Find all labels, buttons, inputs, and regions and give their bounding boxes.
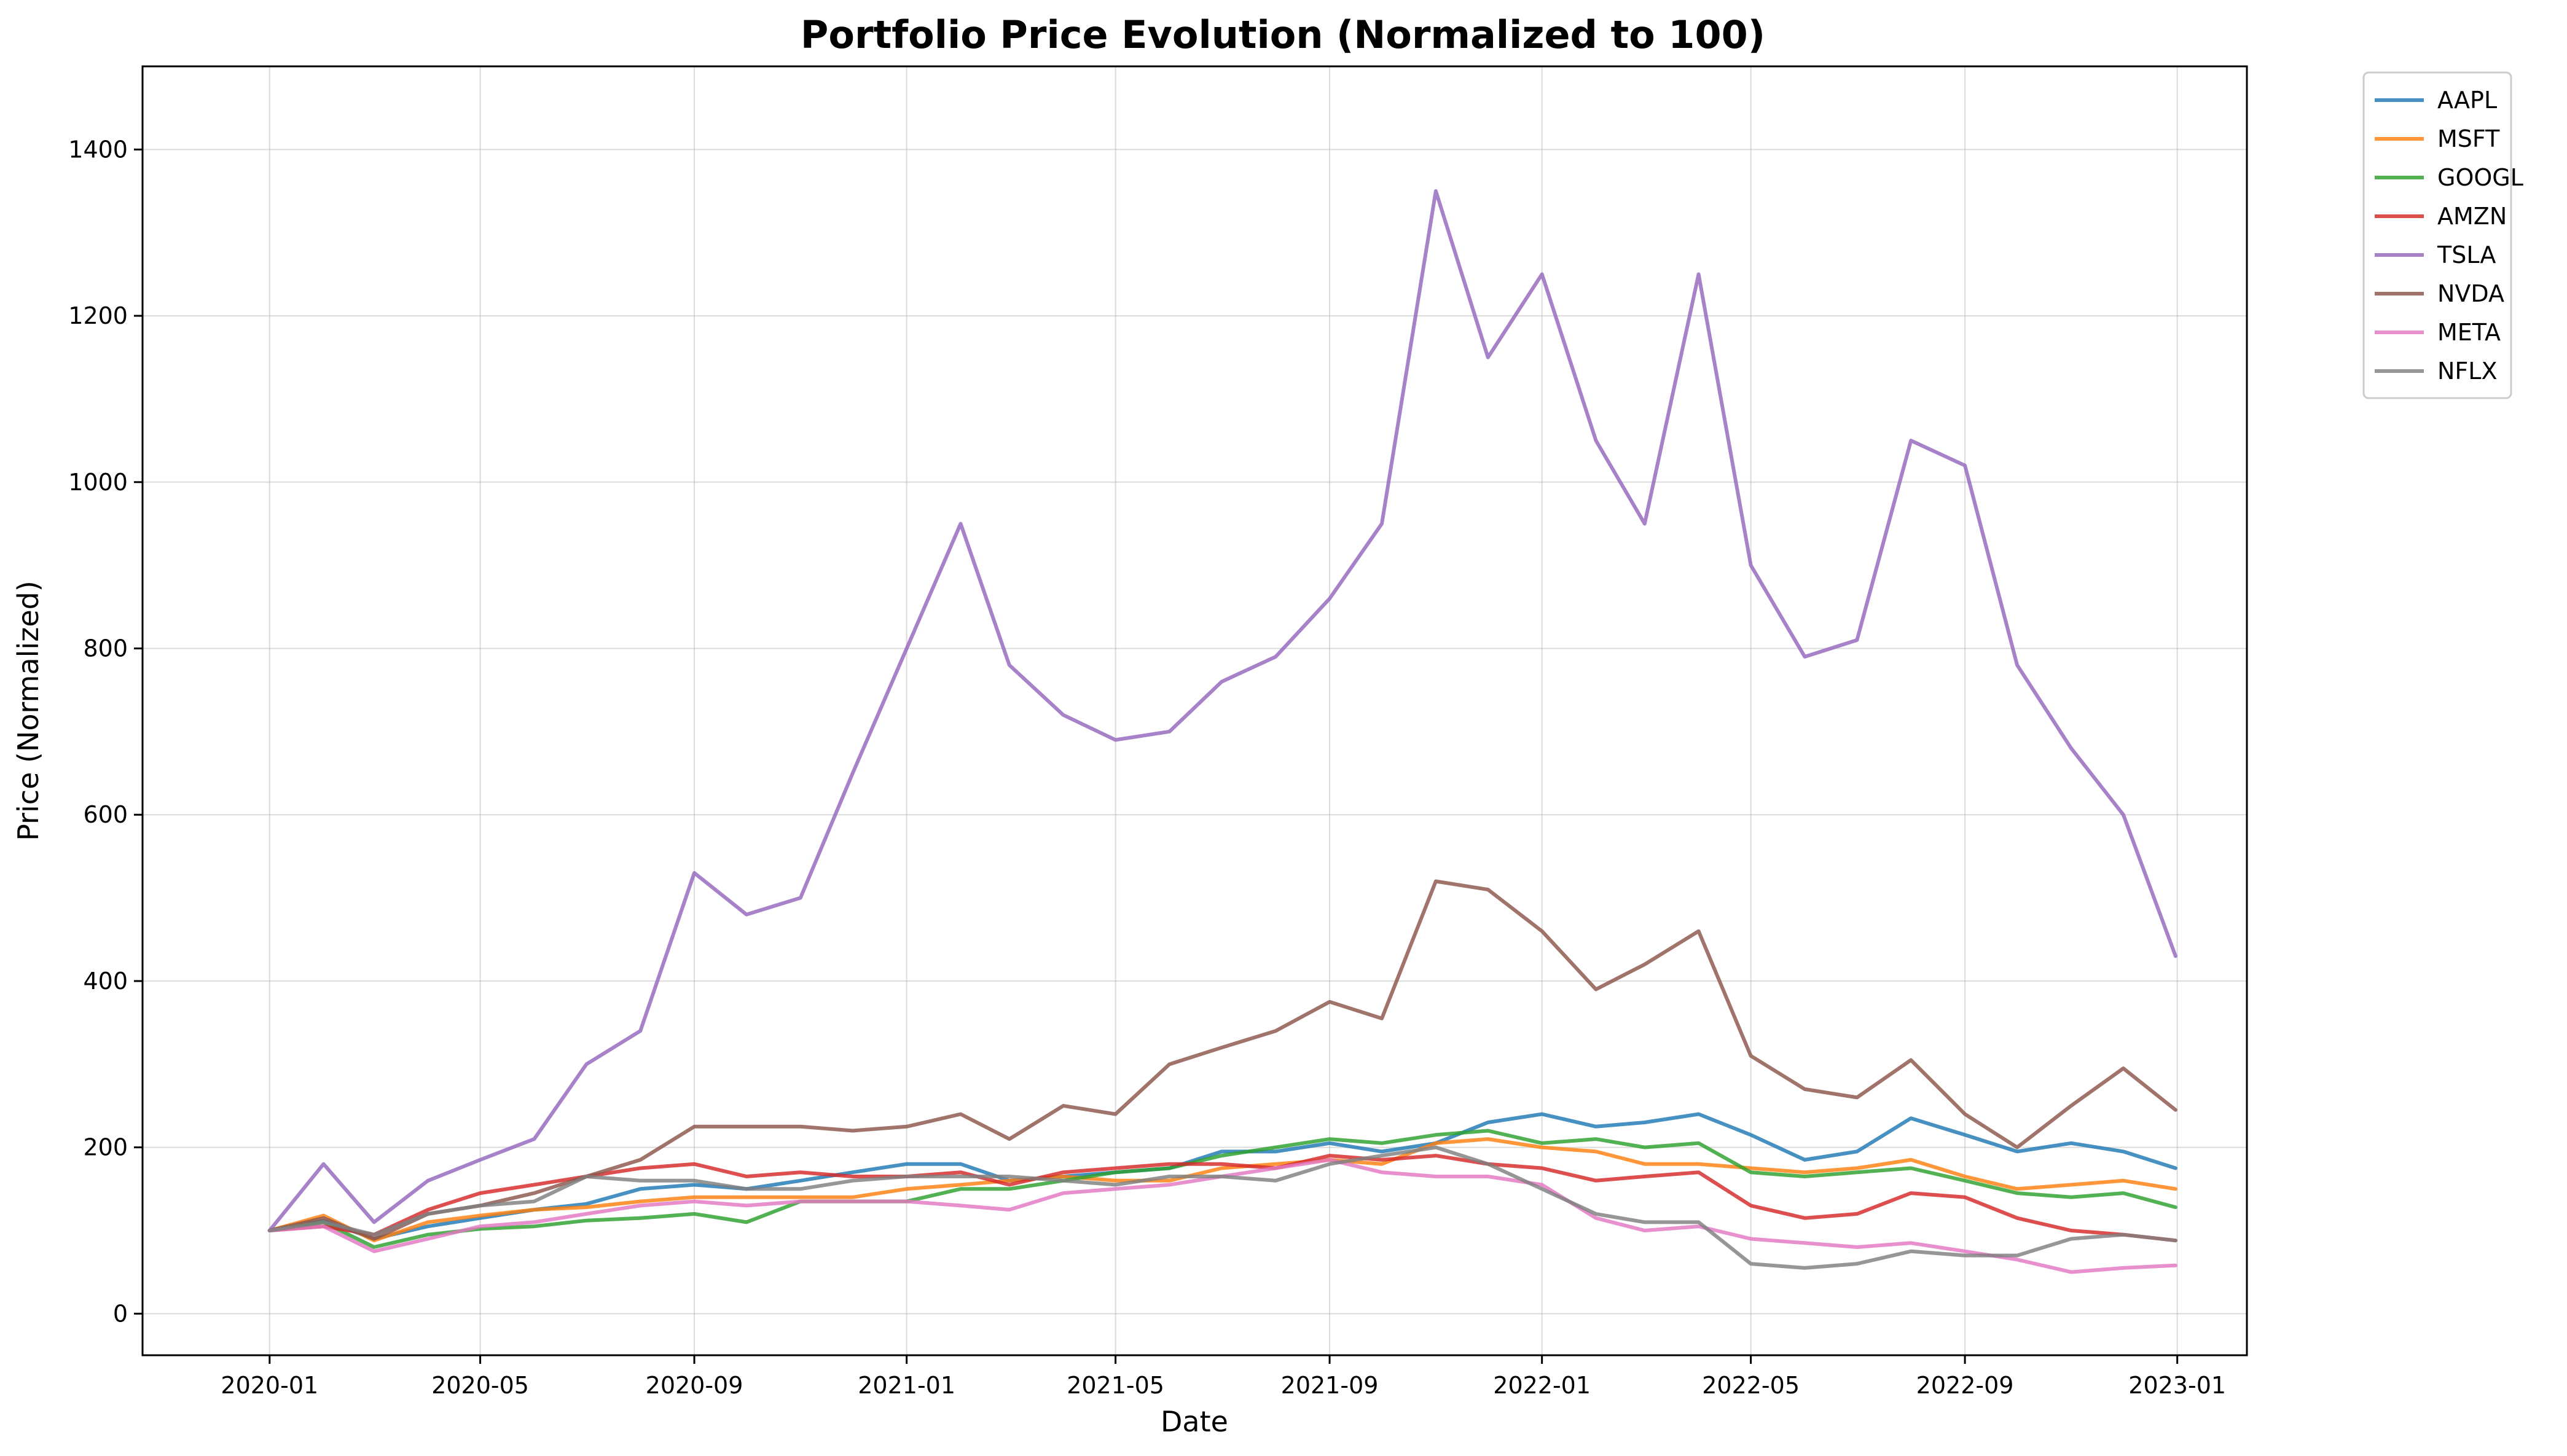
x-tick-label: 2023-01 (2128, 1372, 2226, 1399)
series-line-nvda (267, 879, 2177, 1241)
legend-label: AAPL (2437, 87, 2497, 114)
series-layer (267, 189, 2177, 1274)
legend: AAPL MSFT GOOGL AMZN TSLA NVDA META NFLX (2362, 71, 2523, 399)
legend-label: AMZN (2437, 203, 2507, 230)
y-tick-label: 1000 (68, 469, 128, 496)
legend-label: MSFT (2437, 125, 2500, 152)
y-tick-label: 1200 (68, 302, 128, 329)
y-axis-label: Price (Normalized) (12, 581, 45, 841)
x-tick-label: 2020-05 (431, 1372, 529, 1399)
y-tick-label: 400 (83, 968, 128, 995)
plot-frame (141, 65, 2248, 1356)
y-axis: 0 200 400 600 800 1000 1200 1400 (68, 136, 143, 1327)
x-tick-label: 2022-01 (1493, 1372, 1591, 1399)
y-tick-label: 0 (113, 1300, 128, 1327)
x-tick-label: 2022-05 (1702, 1372, 1800, 1399)
y-tick-label: 1400 (68, 136, 128, 163)
legend-label: GOOGL (2437, 164, 2523, 191)
y-tick-label: 600 (83, 801, 128, 828)
series-line-nflx (267, 1145, 2177, 1270)
series-line-googl (267, 1129, 2177, 1249)
legend-label: TSLA (2437, 241, 2496, 268)
series-line-aapl (267, 1112, 2177, 1241)
legend-label: NVDA (2437, 280, 2504, 307)
grid-layer (143, 66, 2247, 1355)
legend-frame (2362, 71, 2512, 399)
x-tick-label: 2021-09 (1281, 1372, 1379, 1399)
series-line-msft (267, 1137, 2177, 1243)
x-axis-label: Date (1161, 1405, 1228, 1438)
x-tick-label: 2021-05 (1067, 1372, 1164, 1399)
x-tick-label: 2020-01 (221, 1372, 318, 1399)
series-line-tsla (267, 189, 2177, 1232)
x-tick-label: 2021-01 (858, 1372, 955, 1399)
x-tick-label: 2020-09 (646, 1372, 743, 1399)
y-tick-label: 200 (83, 1134, 128, 1161)
y-tick-label: 800 (83, 635, 128, 662)
chart-title: Portfolio Price Evolution (Normalized to… (801, 12, 1765, 57)
x-axis: 2020-01 2020-05 2020-09 2021-01 2021-05 2021-… (221, 1355, 2226, 1399)
x-tick-label: 2022-09 (1916, 1372, 2014, 1399)
legend-label: NFLX (2437, 358, 2498, 385)
legend-label: META (2437, 319, 2501, 346)
